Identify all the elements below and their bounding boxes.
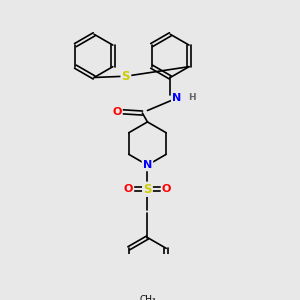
Text: CH₃: CH₃: [139, 295, 156, 300]
Text: N: N: [143, 160, 152, 170]
Text: S: S: [143, 183, 152, 196]
Text: H: H: [188, 93, 196, 102]
Text: N: N: [172, 93, 181, 103]
Text: O: O: [112, 107, 122, 117]
Text: O: O: [162, 184, 171, 194]
Text: O: O: [124, 184, 133, 194]
Text: S: S: [122, 70, 130, 83]
